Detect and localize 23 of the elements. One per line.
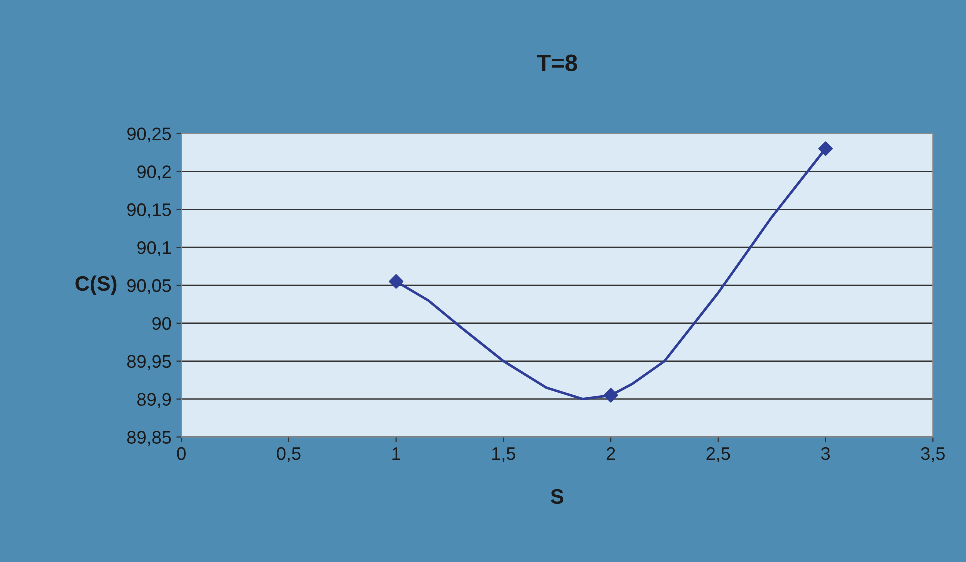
y-tick-label: 90,25 [128,128,172,143]
y-tick-label: 90,1 [138,241,172,256]
x-tick-label: 2,5 [706,447,730,462]
chart-title: T=8 [536,54,578,72]
x-axis-title: S [551,489,564,504]
y-tick-label: 89,95 [127,355,172,370]
x-tick-label: 0 [177,447,186,460]
x-tick-label: 2 [606,447,616,460]
x-tick-label: 1,5 [492,448,516,462]
y-tick-label: 89,85 [127,431,172,446]
point [604,388,618,403]
y-tick-label: 90,05 [128,279,172,294]
x-tick-label: 3 [821,447,830,460]
x-tick-label: 3,5 [921,447,945,462]
x-tick-label: 1 [392,448,400,460]
y-tick-label: 90,2 [138,166,171,181]
x-tick-label: 0,5 [277,447,301,462]
point [818,142,834,156]
y-tick-label: 89,9 [138,393,172,408]
point [389,274,404,289]
y-tick-label: 90,15 [128,204,172,218]
y-tick-label: 90 [152,317,172,330]
y-axis-title: C(S) [76,276,117,296]
